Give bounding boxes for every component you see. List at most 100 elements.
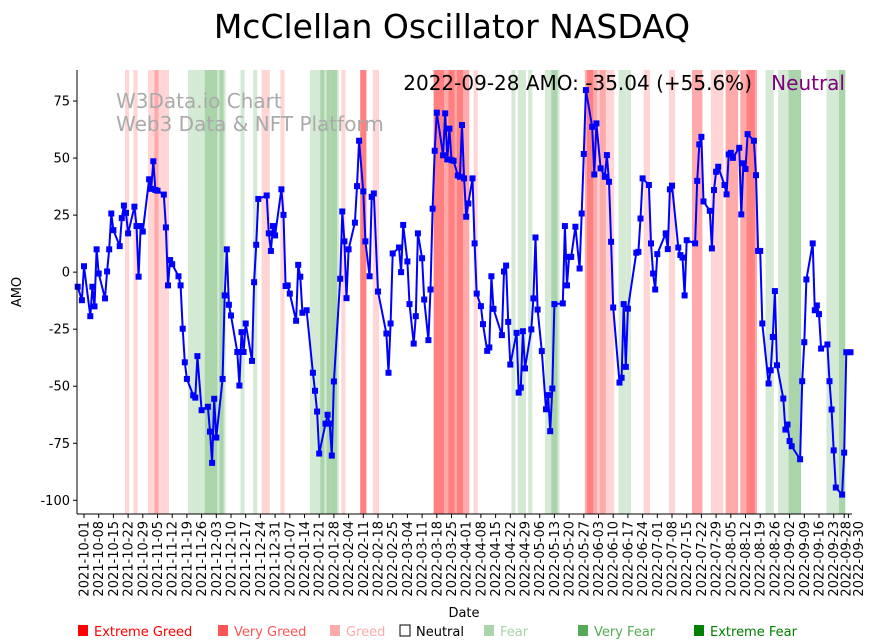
amo-point: [370, 190, 377, 197]
amo-point: [637, 215, 644, 222]
legend-label: Extreme Greed: [94, 625, 192, 640]
amo-point: [154, 187, 161, 194]
amo-point: [606, 178, 612, 185]
y-tick-label: 0: [62, 266, 70, 281]
amo-point: [236, 382, 243, 389]
amo-point: [811, 307, 818, 314]
watermark-line-2: Web3 Data & NFT Platform: [116, 112, 384, 136]
sentiment-band-extreme-greed: [587, 70, 594, 514]
x-tick-label: 2021-12-10: [225, 521, 240, 597]
x-tick-label: 2022-04-01: [460, 521, 475, 597]
x-tick-label: 2022-08-12: [739, 521, 754, 597]
amo-point: [234, 349, 241, 356]
x-tick-label: 2022-08-26: [768, 521, 783, 597]
amo-point: [515, 389, 522, 396]
x-tick-label: 2022-07-29: [710, 521, 725, 597]
amo-point: [429, 205, 436, 212]
amo-point: [839, 491, 846, 498]
amo-point: [538, 348, 545, 355]
amo-point: [572, 223, 579, 230]
x-tick-label: 2022-07-08: [666, 521, 681, 597]
amo-point: [841, 449, 848, 456]
amo-point: [580, 150, 587, 157]
amo-point: [715, 163, 722, 170]
amo-point: [446, 125, 453, 132]
amo-point: [635, 248, 642, 255]
x-tick-label: 2022-08-19: [754, 521, 769, 597]
amo-point: [183, 375, 190, 382]
amo-point: [286, 290, 293, 297]
amo-point: [543, 406, 549, 413]
y-tick-label: -50: [49, 380, 70, 395]
amo-point: [299, 309, 306, 316]
amo-point: [753, 172, 759, 179]
x-tick-label: 2022-02-18: [372, 521, 387, 597]
x-axis-label: Date: [448, 606, 479, 621]
amo-point: [421, 296, 428, 303]
amo-point: [314, 408, 321, 415]
amo-point: [813, 302, 820, 309]
x-tick-label: 2022-05-06: [533, 521, 548, 597]
x-tick-label: 2021-12-03: [210, 521, 225, 597]
amo-point: [616, 379, 623, 386]
amo-point: [354, 183, 360, 190]
x-tick-label: 2022-06-17: [621, 521, 636, 597]
amo-point: [618, 374, 625, 381]
sentiment-band-extreme-greed: [456, 70, 463, 514]
legend-label: Very Fear: [594, 625, 656, 640]
amo-point: [711, 187, 717, 194]
amo-point: [221, 292, 228, 299]
sentiment-band-very-fear: [330, 70, 337, 514]
x-tick-label: 2021-11-26: [195, 521, 210, 597]
amo-point: [498, 332, 505, 339]
x-tick-label: 2022-02-11: [357, 521, 372, 597]
amo-point: [788, 443, 795, 450]
amo-point: [345, 246, 352, 253]
legend-swatch: [330, 625, 340, 636]
amo-point: [713, 168, 720, 175]
x-tick-label: 2022-09-28: [840, 521, 855, 597]
amo-point: [150, 158, 157, 165]
x-axis: 2021-10-01 2021-10-08 2021-10-15 2021-10-22…: [78, 514, 867, 597]
x-tick-label: 2022-05-27: [577, 521, 592, 597]
amo-point: [681, 292, 688, 299]
x-tick-label: 2022-02-25: [386, 521, 401, 597]
sentiment-band-greed: [668, 70, 676, 514]
amo-point: [620, 301, 627, 308]
amo-point: [219, 375, 226, 382]
legend-swatch: [578, 625, 588, 636]
amo-point: [328, 452, 335, 459]
amo-point: [265, 230, 272, 237]
amo-point: [700, 198, 707, 205]
amo-point: [608, 238, 615, 245]
amo-point: [757, 247, 764, 254]
amo-point: [309, 369, 316, 376]
amo-point: [351, 219, 358, 226]
amo-point: [459, 121, 465, 128]
amo-point: [799, 378, 806, 385]
sentiment-band-extreme-greed: [448, 70, 455, 514]
x-tick-label: 2022-06-10: [607, 521, 622, 597]
y-axis: 75 50 25 0 -25 -50 -75 -100: [40, 95, 77, 509]
amo-point: [87, 313, 94, 320]
amo-point: [534, 306, 541, 313]
amo-point: [106, 246, 113, 253]
amo-point: [316, 450, 323, 457]
amo-point: [744, 131, 751, 138]
sentiment-band-very-fear: [788, 70, 802, 514]
amo-point: [148, 185, 155, 192]
amo-point: [517, 384, 524, 391]
amo-point: [826, 378, 833, 385]
amo-point: [774, 362, 780, 369]
amo-point: [383, 330, 390, 337]
amo-point: [549, 385, 556, 392]
x-tick-label: 2022-09-02: [783, 521, 798, 597]
x-tick-label: 2021-10-29: [136, 521, 151, 597]
amo-point: [330, 378, 337, 385]
amo-line: [76, 89, 851, 498]
sentiment-band-very-fear: [551, 70, 558, 514]
status-readout: 2022-09-28 AMO: -35.04 (+55.6%): [403, 71, 752, 95]
amo-point: [280, 211, 287, 218]
amo-point: [253, 241, 260, 248]
amo-point: [473, 290, 480, 297]
